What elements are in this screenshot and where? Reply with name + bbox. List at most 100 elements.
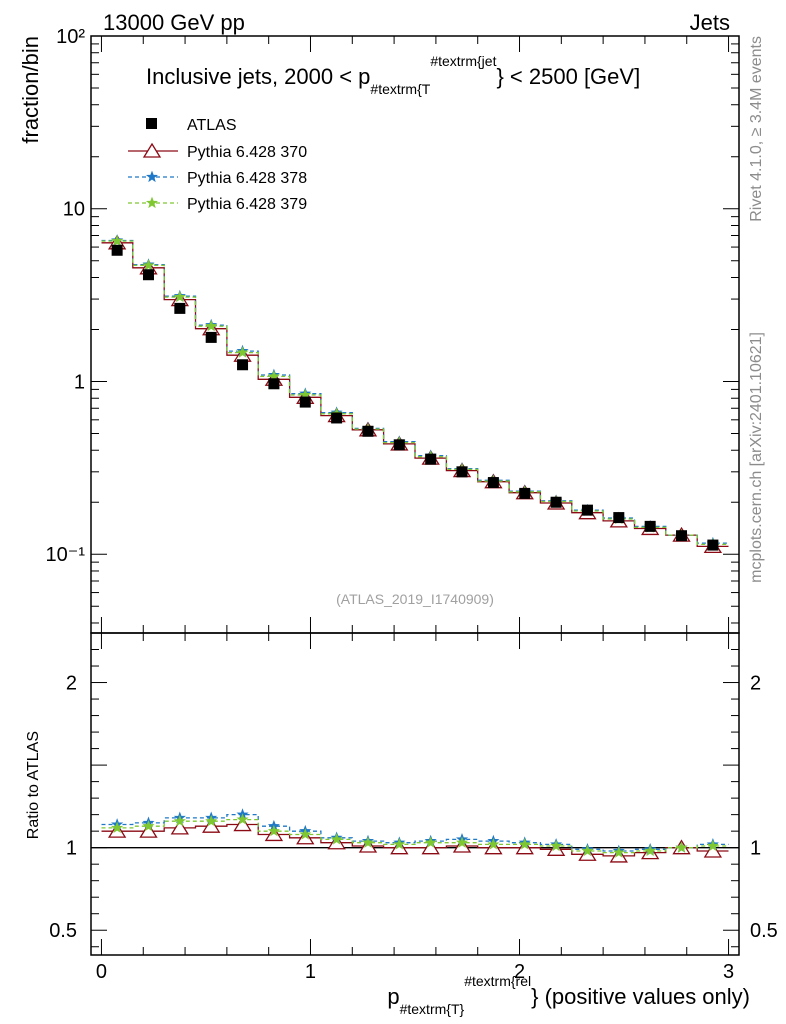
ratio-xtick-label: 0 (96, 961, 107, 983)
header-left: 13000 GeV pp (103, 10, 245, 35)
main-title-sub: #textrm{T (370, 81, 430, 97)
ratio-point-2-8 (361, 836, 375, 848)
ratio-point-2-5 (267, 824, 280, 837)
legend: ATLAS Pythia 6.428 370 Pythia 6.428 378 … (128, 117, 307, 213)
main-point-0-12 (487, 477, 499, 489)
main-series-line-2 (101, 239, 729, 544)
xlabel-tail: } (positive values only) (531, 984, 750, 1009)
main-ytick-label: 10² (56, 26, 85, 48)
ratio-point-2-3 (205, 814, 218, 827)
ratio-ytick-label-right: 0.5 (750, 920, 778, 942)
ratio-series-line-2 (101, 818, 729, 854)
main-point-3-3 (205, 319, 218, 332)
ratio-ylabel: Ratio to ATLAS (25, 731, 42, 839)
main-point-0-15 (581, 504, 593, 516)
ratio-point-0-14 (546, 841, 566, 856)
legend-marker-379 (145, 196, 159, 209)
legend-label-370: Pythia 6.428 370 (187, 144, 307, 161)
ratio-series-layer (101, 808, 729, 863)
main-point-0-2 (174, 302, 186, 314)
ratio-point-0-1 (139, 822, 158, 838)
ratio-point-2-11 (455, 836, 469, 848)
ratio-ytick-label-right: 1 (750, 838, 761, 860)
legend-label-379: Pythia 6.428 379 (187, 196, 307, 213)
main-point-3-1 (142, 259, 155, 271)
ratio-point-0-15 (578, 846, 597, 861)
ratio-ytick-label-left: 0.5 (49, 920, 77, 942)
main-point-0-13 (519, 487, 531, 499)
main-point-0-6 (299, 396, 311, 408)
ratio-point-0-5 (264, 826, 284, 842)
main-title-text: Inclusive jets, 2000 < p (146, 64, 370, 89)
ratio-point-2-9 (393, 838, 406, 850)
main-ylabel: fraction/bin (18, 36, 43, 144)
ratio-point-0-7 (327, 834, 346, 850)
ratio-point-0-9 (390, 839, 409, 855)
ratio-point-0-16 (609, 847, 628, 863)
xlabel-sup: #textrm{rel (464, 973, 531, 989)
ratio-point-0-3 (202, 817, 221, 833)
main-point-3-2 (173, 290, 186, 303)
main-ytick-label: 1 (74, 371, 85, 393)
ratio-xtick-label: 1 (305, 961, 316, 983)
main-point-0-14 (550, 496, 562, 508)
ratio-xtick-label: 3 (723, 961, 734, 983)
ratio-point-0-2 (170, 819, 190, 835)
main-point-0-9 (393, 439, 405, 451)
main-point-0-4 (237, 359, 249, 371)
main-series-line-1 (101, 242, 729, 548)
main-point-0-17 (644, 520, 656, 532)
main-point-0-19 (707, 539, 719, 551)
ratio-point-2-15 (581, 844, 594, 857)
main-axis-ticks: 10⁻¹ 1 10 10² (46, 26, 739, 633)
main-point-0-0 (111, 244, 123, 256)
ratio-point-2-10 (424, 836, 437, 848)
ratio-axis-ticks: 0.5 0.5 1 1 2 2 0 1 2 3 (49, 632, 778, 983)
mcplots-label: mcplots.cern.ch [arXiv:2401.10621] (748, 332, 765, 583)
ratio-series-line-0 (101, 823, 729, 857)
ratio-ytick-label-right: 2 (750, 673, 761, 695)
ratio-point-2-12 (487, 838, 500, 850)
xlabel-sub: #textrm{T} (400, 1001, 465, 1017)
ratio-point-2-4 (236, 813, 249, 825)
ratio-point-2-7 (330, 833, 343, 845)
ratio-point-2-6 (299, 828, 312, 840)
ratio-point-2-18 (675, 841, 688, 853)
main-series-line-3 (101, 240, 729, 546)
main-title-sup: #textrm{jet (430, 53, 496, 69)
main-series-layer (101, 234, 729, 554)
legend-label-378: Pythia 6.428 378 (187, 170, 307, 187)
main-point-3-0 (111, 234, 124, 247)
legend-marker-atlas (146, 118, 157, 129)
ratio-point-2-14 (550, 839, 563, 852)
legend-marker-370 (142, 142, 162, 158)
ratio-point-2-16 (612, 846, 625, 858)
main-title-tail: } < 2500 [GeV] (496, 64, 640, 89)
ratio-point-0-6 (296, 829, 315, 845)
ratio-panel-frame (90, 632, 740, 956)
ratio-series-line-1 (101, 813, 729, 852)
legend-star-379 (145, 196, 159, 209)
main-point-0-16 (613, 512, 625, 524)
ratio-point-0-13 (515, 839, 534, 855)
ratio-point-2-17 (644, 844, 657, 857)
ratio-point-2-1 (142, 819, 155, 832)
main-point-0-11 (456, 466, 468, 478)
ratio-point-2-0 (111, 821, 124, 833)
analysis-watermark: (ATLAS_2019_I1740909) (336, 591, 494, 607)
ratio-xlabel: p#textrm{T} #textrm{rel} (positive values… (387, 973, 750, 1017)
ratio-point-0-12 (484, 839, 503, 855)
main-point-0-5 (268, 378, 280, 390)
rivet-label: Rivet 4.1.0, ≥ 3.4M events (748, 36, 765, 222)
main-point-0-18 (676, 530, 688, 542)
header-right: Jets (690, 10, 730, 35)
ratio-point-2-13 (518, 838, 531, 850)
ratio-point-0-4 (233, 816, 252, 832)
main-point-0-8 (362, 425, 374, 437)
ratio-point-0-0 (107, 822, 127, 838)
main-title: Inclusive jets, 2000 < p#textrm{T#textrm… (146, 53, 640, 97)
main-point-0-7 (331, 412, 343, 424)
main-ytick-label: 10⁻¹ (46, 544, 86, 566)
ratio-point-0-10 (421, 839, 440, 855)
